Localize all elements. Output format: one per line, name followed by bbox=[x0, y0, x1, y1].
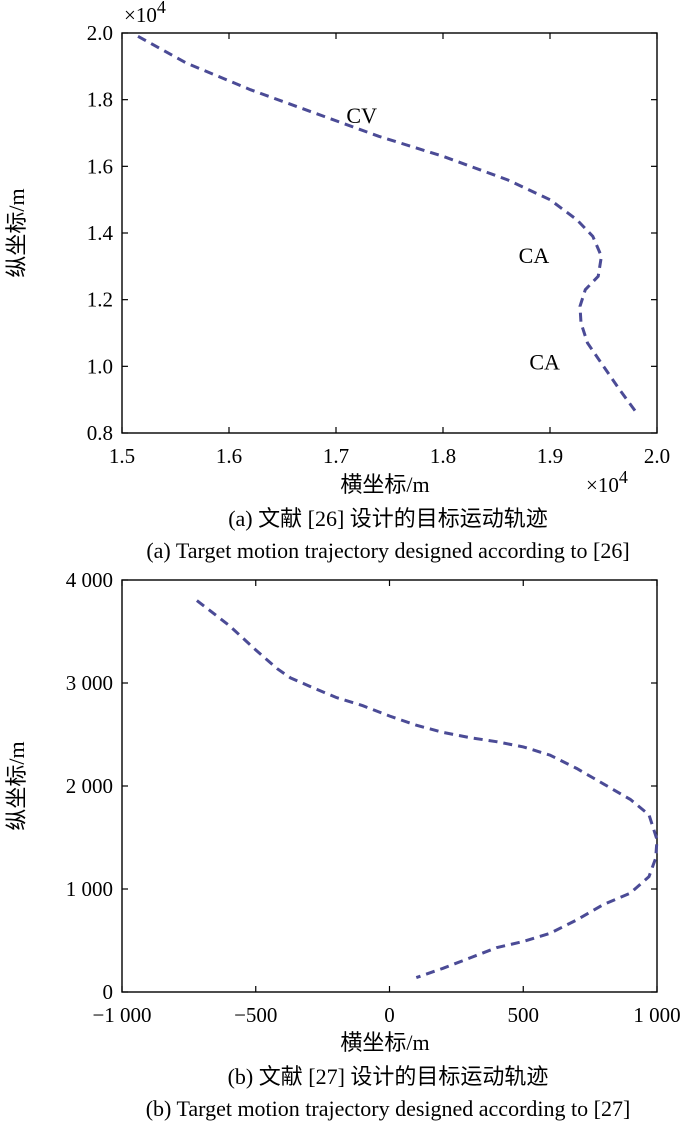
chart-a-ticks bbox=[121, 32, 658, 434]
chart-a-x-tick-label: 1.6 bbox=[216, 444, 242, 468]
chart-a-annotations: CV CA CA bbox=[346, 103, 560, 375]
chart-a-x-tick-label: 1.9 bbox=[537, 444, 563, 468]
chart-a-tick-labels: 1.5 1.6 1.7 1.8 1.9 2.0 0.8 1.0 1.2 1.4 1.6 1.8 2.0 bbox=[87, 21, 670, 468]
chart-b-caption-cn: (b) 文献 [27] 设计的目标运动轨迹 bbox=[228, 1064, 549, 1089]
chart-b-y-tick-label: 4 000 bbox=[66, 568, 113, 592]
chart-a-frame bbox=[121, 32, 658, 434]
chart-b-y-tick-label: 1 000 bbox=[66, 877, 113, 901]
chart-b-y-tick-label: 0 bbox=[103, 980, 114, 1004]
chart-b-ticks bbox=[121, 579, 658, 993]
chart-a-y-tick-label: 1.8 bbox=[87, 88, 113, 112]
chart-a-x-tick-label: 1.8 bbox=[430, 444, 456, 468]
chart-a-x-axis-label: 横坐标/m bbox=[340, 472, 429, 497]
chart-a-y-tick-label: 1.4 bbox=[87, 221, 114, 245]
chart-b-frame bbox=[121, 579, 658, 993]
chart-b-trajectory-line bbox=[195, 599, 659, 980]
chart-a-caption-cn: (a) 文献 [26] 设计的目标运动轨迹 bbox=[228, 506, 548, 531]
chart-a-annotation-ca: CA bbox=[529, 350, 560, 375]
chart-a-y-axis-label: 纵坐标/m bbox=[4, 188, 29, 277]
chart-b-y-tick-label: 3 000 bbox=[66, 671, 113, 695]
chart-a-x-tick-label: 1.7 bbox=[323, 444, 349, 468]
chart-b-x-tick-label: 1 000 bbox=[633, 1003, 680, 1027]
chart-b: −1 000 −500 0 500 1 000 0 1 000 2 000 3 000 4 000… bbox=[4, 568, 681, 1121]
chart-a-y-tick-label: 1.6 bbox=[87, 154, 113, 178]
chart-a-y-tick-label: 1.0 bbox=[87, 354, 113, 378]
chart-b-tick-labels: −1 000 −500 0 500 1 000 0 1 000 2 000 3 000 4 000 bbox=[66, 568, 681, 1027]
chart-a-x-tick-label: 2.0 bbox=[644, 444, 670, 468]
chart-a-y-tick-label: 2.0 bbox=[87, 21, 113, 45]
chart-a: 1.5 1.6 1.7 1.8 1.9 2.00.81.01.21.41.61.82.0 … bbox=[4, 0, 670, 563]
chart-a-x-tick-label: 1.5 bbox=[109, 444, 135, 468]
chart-b-x-axis-label: 横坐标/m bbox=[340, 1030, 429, 1055]
chart-b-x-tick-label: −500 bbox=[234, 1003, 277, 1027]
chart-b-y-tick-label: 2 000 bbox=[66, 774, 113, 798]
chart-a-y-tick-label: 0.8 bbox=[87, 421, 113, 445]
chart-a-annotation-cv: CV bbox=[346, 103, 377, 128]
chart-a-y-tick-label: 1.2 bbox=[87, 288, 113, 312]
chart-a-trajectory-line bbox=[137, 34, 638, 414]
chart-a-y-multiplier: ×104 bbox=[124, 0, 166, 27]
chart-a-caption-en: (a) Target motion trajectory designed ac… bbox=[146, 538, 629, 563]
chart-a-x-multiplier: ×104 bbox=[586, 467, 628, 497]
chart-b-y-axis-label: 纵坐标/m bbox=[4, 741, 29, 830]
chart-b-caption-en: (b) Target motion trajectory designed ac… bbox=[146, 1096, 631, 1121]
chart-b-x-tick-label: 500 bbox=[508, 1003, 540, 1027]
chart-b-x-tick-label: 0 bbox=[384, 1003, 395, 1027]
chart-b-x-tick-label: −1 000 bbox=[92, 1003, 151, 1027]
chart-a-annotation-ca: CA bbox=[519, 243, 550, 268]
